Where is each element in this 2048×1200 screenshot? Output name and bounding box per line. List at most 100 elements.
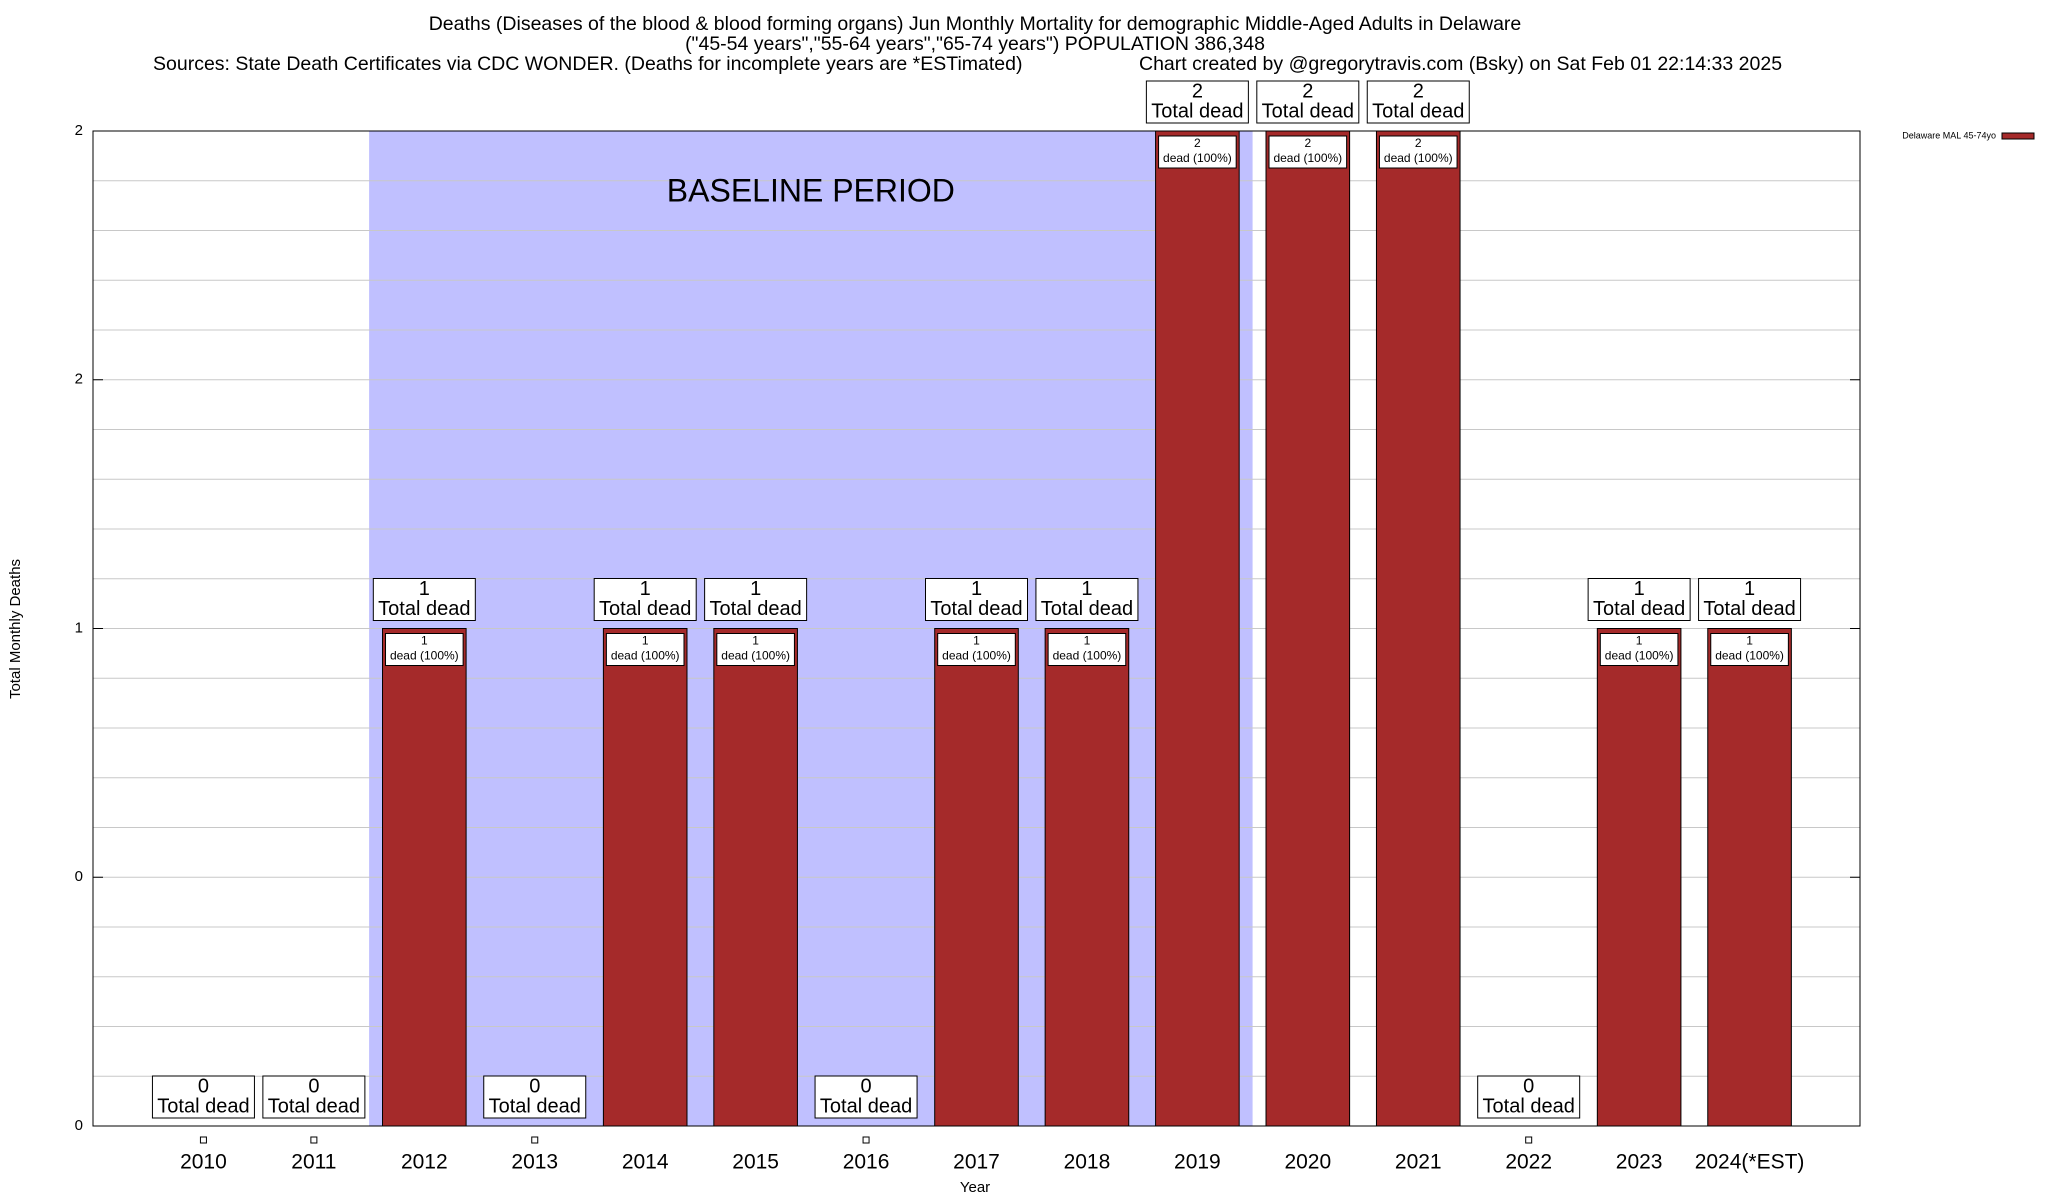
share-value: 1 [1084, 634, 1091, 648]
total-value: 1 [1081, 578, 1092, 600]
x-tick-label: 2013 [511, 1151, 558, 1174]
total-value: 2 [1192, 80, 1203, 102]
bar [713, 628, 798, 1127]
total-label-box [925, 578, 1028, 621]
total-value: 1 [1634, 578, 1645, 600]
share-label-box [1268, 135, 1348, 169]
x-tick-label: 2018 [1064, 1151, 1111, 1174]
y-tick-label: 0 [75, 1117, 83, 1134]
total-label-box [483, 1075, 587, 1119]
chart-source: Sources: State Death Certificates via CD… [153, 53, 1023, 75]
bar [1155, 130, 1240, 1127]
share-value: 1 [1636, 634, 1643, 648]
total-value: 1 [640, 578, 651, 600]
x-axis-label: Year [960, 1179, 990, 1196]
bar [1375, 130, 1461, 1127]
total-label-box [1698, 578, 1802, 621]
chart-title: Deaths (Diseases of the blood & blood fo… [429, 13, 1522, 35]
share-label-box [1378, 135, 1458, 169]
zero-marker [1525, 1136, 1533, 1144]
share-value: 1 [642, 634, 649, 648]
total-label-box [151, 1075, 255, 1119]
share-label-box [1158, 135, 1237, 169]
total-label: Total dead [1041, 598, 1133, 620]
total-value: 2 [1413, 80, 1424, 102]
total-label: Total dead [930, 598, 1022, 620]
legend-swatch [2001, 132, 2035, 140]
y-tick-label: 1 [75, 619, 83, 636]
total-value: 1 [750, 578, 761, 600]
bar [1265, 130, 1351, 1127]
total-value: 1 [971, 578, 982, 600]
x-tick-label: 2024(*EST) [1695, 1151, 1805, 1174]
total-label: Total dead [1483, 1095, 1575, 1117]
total-label-box [1366, 80, 1470, 124]
bar [1707, 628, 1792, 1127]
total-value: 1 [419, 578, 430, 600]
x-tick-label: 2021 [1395, 1151, 1442, 1174]
zero-marker [310, 1136, 318, 1144]
x-tick-label: 2020 [1284, 1151, 1331, 1174]
baseline-label: BASELINE PERIOD [667, 172, 955, 208]
total-label-box [1035, 578, 1139, 621]
total-label-box [262, 1075, 366, 1119]
total-label: Total dead [709, 598, 801, 620]
share-label-box [1710, 633, 1789, 666]
bar [1044, 628, 1130, 1127]
chart-title: ("45-54 years","55-64 years","65-74 year… [685, 33, 1265, 55]
total-value: 0 [198, 1075, 209, 1097]
share-label: dead (100%) [721, 649, 790, 663]
share-label-box [1599, 633, 1679, 666]
total-label: Total dead [820, 1095, 912, 1117]
total-value: 1 [1744, 578, 1755, 600]
x-tick-label: 2010 [180, 1151, 227, 1174]
share-label: dead (100%) [942, 649, 1011, 663]
total-label-box [593, 578, 697, 621]
share-value: 2 [1194, 136, 1201, 150]
total-label: Total dead [268, 1095, 360, 1117]
y-tick-label: 0 [75, 868, 83, 885]
x-tick-label: 2022 [1505, 1151, 1552, 1174]
x-tick-label: 2019 [1174, 1151, 1221, 1174]
zero-marker [531, 1136, 539, 1144]
y-tick-label: 2 [75, 122, 83, 139]
total-label-box [372, 578, 476, 621]
share-value: 1 [1746, 634, 1753, 648]
share-value: 2 [1304, 136, 1311, 150]
total-label-box [1477, 1075, 1581, 1119]
total-label: Total dead [378, 598, 470, 620]
share-label: dead (100%) [1053, 649, 1122, 663]
share-label-box [1047, 633, 1127, 666]
x-tick-label: 2011 [291, 1151, 336, 1174]
total-label: Total dead [157, 1095, 249, 1117]
share-label: dead (100%) [1715, 649, 1784, 663]
total-label-box [1256, 80, 1360, 124]
share-label-box [605, 633, 685, 666]
share-value: 1 [973, 634, 980, 648]
x-tick-label: 2012 [401, 1151, 448, 1174]
x-tick-label: 2023 [1616, 1151, 1663, 1174]
total-value: 0 [529, 1075, 540, 1097]
total-label: Total dead [1593, 598, 1685, 620]
share-value: 1 [752, 634, 759, 648]
total-value: 0 [1523, 1075, 1534, 1097]
share-label: dead (100%) [1605, 649, 1674, 663]
legend-label: Delaware MAL 45-74yo [1902, 130, 1996, 140]
total-label-box [1145, 80, 1249, 124]
zero-marker [199, 1136, 207, 1144]
share-label: dead (100%) [611, 649, 680, 663]
y-tick-label: 2 [75, 371, 83, 388]
share-label: dead (100%) [390, 649, 459, 663]
share-label-box [937, 633, 1016, 666]
share-label: dead (100%) [1273, 151, 1342, 165]
plot-frame [92, 130, 1861, 1127]
x-tick-label: 2014 [622, 1151, 669, 1174]
x-tick-label: 2017 [953, 1151, 1000, 1174]
total-label: Total dead [1151, 100, 1243, 122]
share-label-box [385, 633, 464, 666]
share-value: 2 [1415, 136, 1422, 150]
total-label: Total dead [1262, 100, 1354, 122]
bar [602, 628, 688, 1127]
